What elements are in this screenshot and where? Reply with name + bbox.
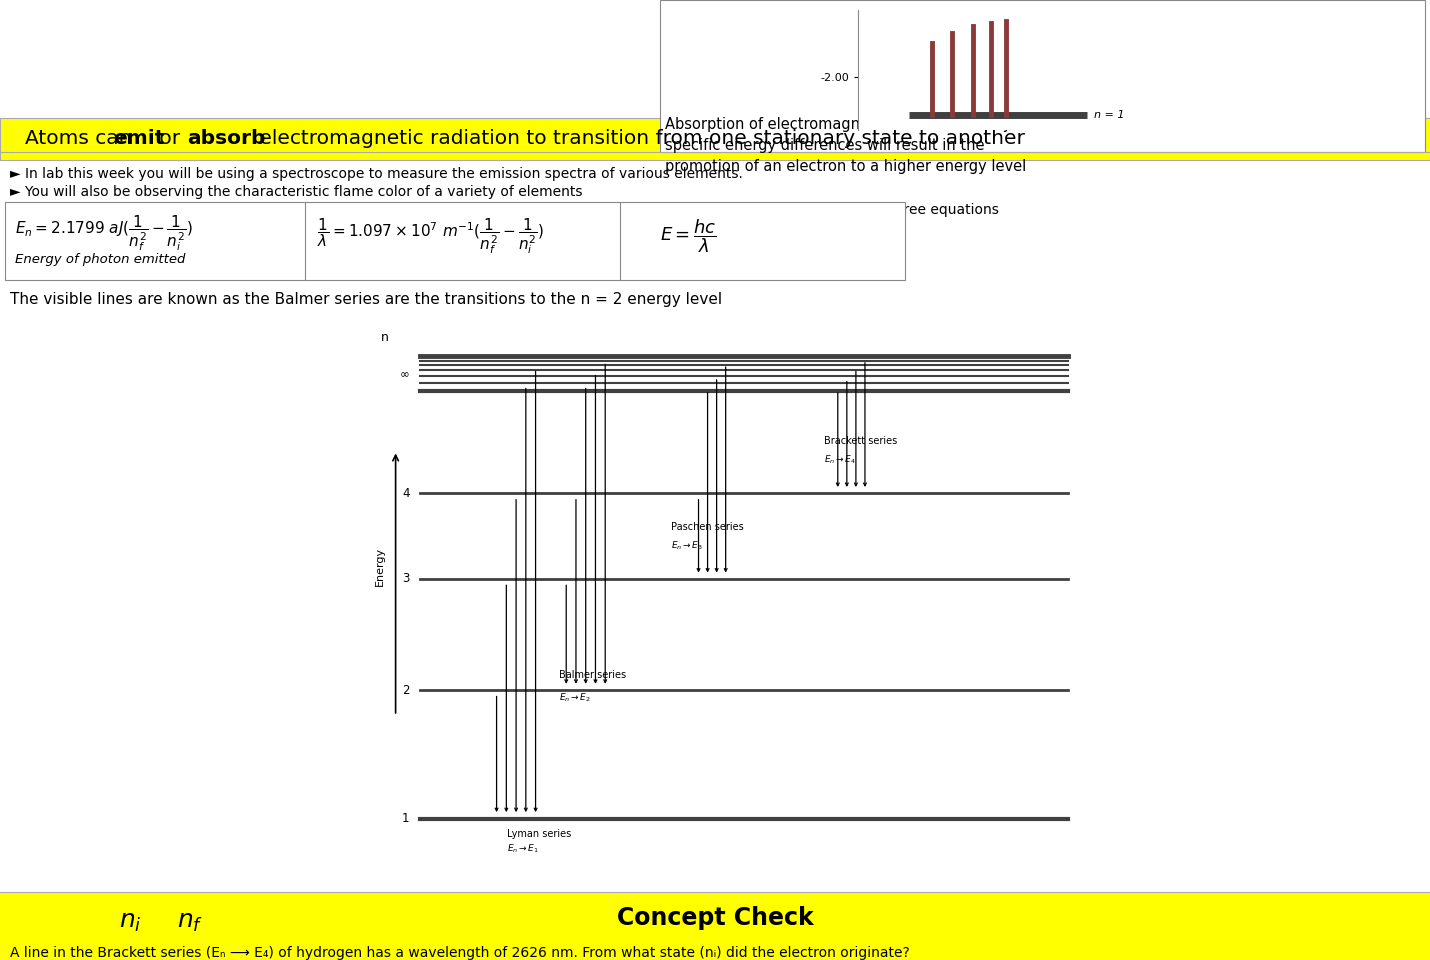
Text: 4: 4	[402, 487, 409, 500]
Text: emit: emit	[113, 130, 164, 149]
Text: $\mathit{n}_i$: $\mathit{n}_i$	[119, 910, 142, 934]
Text: $E_n \rightarrow E_1$: $E_n \rightarrow E_1$	[508, 843, 539, 855]
Text: or: or	[153, 130, 186, 149]
Text: ► These spectral lines are the result of the difference in energy levels. For th: ► These spectral lines are the result of…	[10, 203, 1000, 217]
Text: ► You will also be observing the characteristic flame color of a variety of elem: ► You will also be observing the charact…	[10, 185, 582, 199]
Text: Brackett series: Brackett series	[824, 436, 897, 446]
Text: $E_n \rightarrow E_3$: $E_n \rightarrow E_3$	[671, 540, 702, 552]
Text: $E_n = 2.1799\ aJ(\dfrac{1}{n_f^2} - \dfrac{1}{n_i^2})$: $E_n = 2.1799\ aJ(\dfrac{1}{n_f^2} - \df…	[14, 213, 193, 253]
Bar	[0, 892, 1430, 960]
Text: n = 1: n = 1	[1094, 109, 1124, 120]
Text: $E_n \rightarrow E_4$: $E_n \rightarrow E_4$	[824, 453, 857, 466]
Text: electromagnetic radiation to transition from one stationary state to another: electromagnetic radiation to transition …	[253, 130, 1025, 149]
Text: $E = \dfrac{hc}{\lambda}$: $E = \dfrac{hc}{\lambda}$	[661, 217, 716, 254]
Text: 1: 1	[402, 812, 409, 825]
Text: $E_n \rightarrow E_2$: $E_n \rightarrow E_2$	[559, 692, 592, 705]
Text: n: n	[382, 330, 389, 344]
Bar	[4, 202, 905, 280]
Text: The visible lines are known as the Balmer series are the transitions to the n = : The visible lines are known as the Balme…	[10, 292, 722, 307]
Bar	[0, 118, 1430, 160]
Text: 2: 2	[402, 684, 409, 697]
Text: Balmer series: Balmer series	[559, 670, 626, 680]
Text: $\infty$: $\infty$	[399, 367, 409, 380]
Text: Lyman series: Lyman series	[508, 828, 571, 839]
Text: Atoms can: Atoms can	[24, 130, 137, 149]
Text: $\dfrac{1}{\lambda} = 1.097 \times 10^7\ m^{-1}(\dfrac{1}{n_f^2} - \dfrac{1}{n_i: $\dfrac{1}{\lambda} = 1.097 \times 10^7\…	[317, 216, 545, 256]
Text: A line in the Brackett series (Eₙ ⟶ E₄) of hydrogen has a wavelength of 2626 nm.: A line in the Brackett series (Eₙ ⟶ E₄) …	[10, 946, 909, 960]
Text: absorb: absorb	[187, 130, 266, 149]
Text: Energy: Energy	[375, 546, 385, 586]
Text: Energy of photon emitted: Energy of photon emitted	[14, 253, 186, 266]
Bar	[661, 0, 1426, 152]
Text: 3: 3	[402, 572, 409, 586]
Text: $\mathit{n}_f$: $\mathit{n}_f$	[177, 910, 203, 934]
Text: ► In lab this week you will be using a spectroscope to measure the emission spec: ► In lab this week you will be using a s…	[10, 167, 742, 181]
Text: Absorption of electromagnetic radiation of only
specific energy differences will: Absorption of electromagnetic radiation …	[665, 117, 1027, 174]
Text: Concept Check: Concept Check	[616, 906, 814, 930]
Text: Paschen series: Paschen series	[671, 522, 744, 532]
